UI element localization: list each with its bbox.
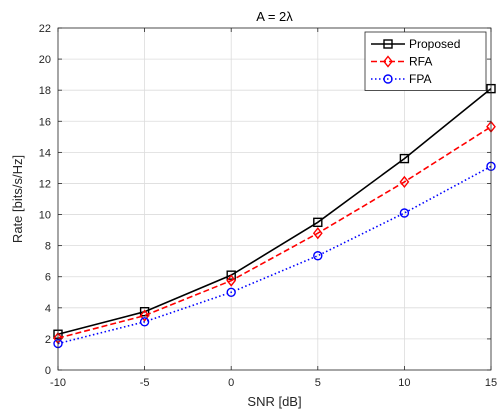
x-tick-label: -10 <box>50 377 66 389</box>
legend: Proposed RFA FPA <box>364 31 487 91</box>
plot-area-frame <box>57 27 492 371</box>
y-tick-label: 14 <box>39 147 51 159</box>
data-point-rfa <box>139 309 150 322</box>
x-tick-label: 5 <box>315 377 321 389</box>
y-tick-label: 20 <box>39 54 51 66</box>
y-tick-label: 8 <box>45 241 51 253</box>
x-tick-label: 15 <box>485 377 497 389</box>
data-point-fpa <box>399 208 410 218</box>
y-tick-label: 22 <box>39 23 51 35</box>
x-tick-label: -5 <box>140 377 150 389</box>
y-axis-title: Rate [bits/s/Hz] <box>10 155 25 243</box>
y-tick-label: 2 <box>45 334 51 346</box>
series-line-rfa <box>57 126 492 339</box>
data-point-fpa <box>139 317 150 327</box>
grid-lines <box>57 27 492 371</box>
y-tick-label: 12 <box>39 178 51 190</box>
data-point-proposed <box>226 270 236 280</box>
legend-marker-rfa <box>383 55 393 68</box>
legend-label-proposed: Proposed <box>409 37 460 51</box>
y-tick-label: 10 <box>39 210 51 222</box>
y-tick-label: 4 <box>45 303 51 315</box>
x-tick-label: 10 <box>398 377 410 389</box>
legend-marker-proposed <box>383 39 393 49</box>
y-tick-label: 18 <box>39 85 51 97</box>
axis-ticks: -10 -5 0 5 10 15 0 2 4 6 8 10 12 14 16 18 20 22 <box>39 23 497 389</box>
data-point-rfa <box>312 227 323 240</box>
data-point-proposed <box>139 307 150 317</box>
legend-marker-fpa <box>383 74 393 84</box>
data-point-rfa <box>226 274 237 287</box>
series-rfa <box>53 120 496 345</box>
chart-title: A = 2λ <box>256 9 293 24</box>
data-point-proposed <box>313 217 323 228</box>
legend-label-rfa: RFA <box>409 55 432 69</box>
legend-label-fpa: FPA <box>409 72 431 86</box>
x-axis-title: SNR [dB] <box>247 394 301 409</box>
data-point-rfa <box>399 175 410 189</box>
y-tick-label: 6 <box>45 272 51 284</box>
x-tick-label: 0 <box>228 377 234 389</box>
data-point-proposed <box>399 153 410 164</box>
data-point-fpa <box>313 251 323 261</box>
y-tick-label: 16 <box>39 116 51 128</box>
series-line-proposed <box>57 88 492 336</box>
data-point-fpa <box>226 287 236 297</box>
y-tick-label: 0 <box>45 365 51 377</box>
